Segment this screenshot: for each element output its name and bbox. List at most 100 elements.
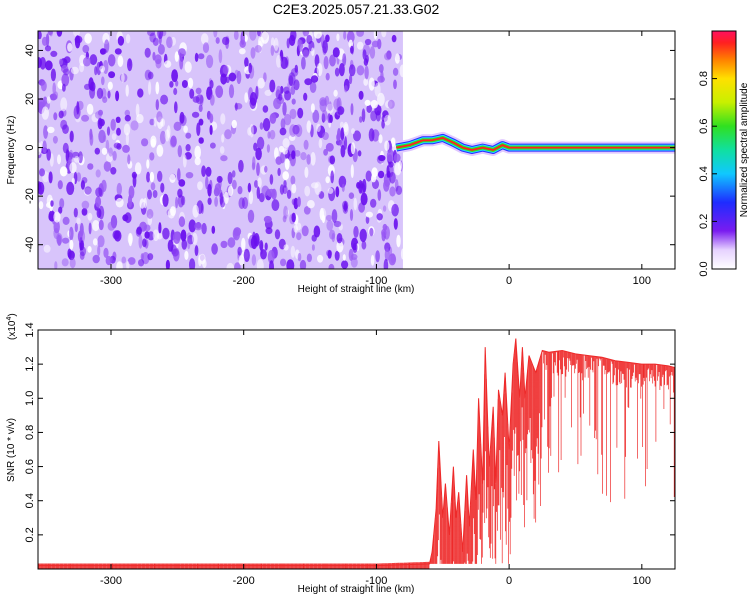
speckle-blob [371, 174, 377, 183]
speckle-blob [360, 192, 368, 206]
speckle-blob [252, 156, 256, 170]
speckle-blob [284, 90, 292, 101]
speckle-blob [389, 172, 396, 184]
spectrogram-x-axis-title: Height of straight line (km) [298, 284, 415, 295]
speckle-blob [384, 248, 390, 261]
speckle-blob [69, 257, 76, 269]
speckle-blob [377, 189, 382, 201]
speckle-blob [169, 81, 174, 88]
speckle-blob [336, 133, 341, 142]
speckle-blob [54, 261, 58, 269]
speckle-blob [393, 79, 397, 90]
speckle-blob [173, 231, 181, 244]
speckle-blob [352, 243, 358, 253]
speckle-blob [383, 179, 390, 192]
speckle-blob [142, 238, 147, 248]
speckle-blob [56, 233, 63, 245]
speckle-blob [233, 227, 242, 237]
speckle-blob [167, 239, 174, 252]
speckle-blob [306, 253, 312, 263]
speckle-blob [343, 31, 347, 40]
speckle-blob [173, 247, 180, 262]
speckle-blob [124, 212, 132, 224]
speckle-blob [303, 92, 308, 101]
colorbar-tick-label: 0.0 [698, 261, 710, 276]
speckle-blob [327, 113, 331, 124]
speckle-blob [69, 149, 74, 161]
speckle-blob [39, 168, 45, 177]
speckle-blob [341, 183, 345, 192]
speckle-blob [339, 139, 346, 148]
speckle-blob [179, 56, 184, 70]
speckle-blob [149, 118, 155, 126]
speckle-blob [48, 171, 53, 184]
speckle-blob [220, 113, 226, 125]
spectrogram-frame [37, 30, 676, 270]
speckle-blob [146, 208, 154, 219]
speckle-blob [46, 96, 51, 104]
speckle-blob [329, 229, 336, 240]
speckle-blob [327, 250, 332, 259]
speckle-blob [150, 182, 156, 191]
speckle-blob [319, 99, 327, 112]
speckle-blob [368, 128, 375, 142]
speckle-blob [194, 52, 199, 63]
speckle-blob [340, 127, 345, 141]
speckle-blob [370, 110, 377, 122]
speckle-blob [350, 45, 354, 54]
speckle-blob [273, 37, 279, 51]
speckle-blob [101, 147, 108, 155]
speckle-blob [383, 258, 389, 269]
speckle-blob [382, 205, 387, 212]
speckle-blob [318, 138, 323, 149]
speckle-blob [76, 101, 80, 115]
speckle-blob [290, 175, 296, 185]
speckle-blob [38, 31, 42, 40]
speckle-blob [306, 34, 313, 45]
speckle-blob [255, 147, 262, 161]
spectrogram-y-ticks: 40 20 0 -20 -40 [24, 44, 675, 253]
x-tick-label: -200 [233, 275, 255, 287]
speckle-blob [228, 84, 235, 99]
speckle-blob [187, 77, 194, 89]
speckle-blob [232, 179, 237, 190]
speckle-blob [155, 58, 162, 69]
speckle-blob [393, 218, 398, 230]
speckle-blob [342, 203, 349, 214]
speckle-blob [234, 102, 238, 111]
speckle-blob [248, 234, 256, 249]
speckle-blob [377, 170, 385, 179]
speckle-blob [253, 142, 258, 151]
speckle-blob [365, 215, 370, 224]
speckle-blob [325, 72, 330, 81]
speckle-blob [125, 132, 129, 146]
speckle-blob [265, 227, 273, 235]
speckle-blob [254, 180, 259, 188]
speckle-blob [284, 158, 290, 171]
speckle-blob [329, 155, 336, 165]
speckle-blob [248, 62, 252, 74]
speckle-blob [43, 244, 51, 253]
speckle-blob [185, 144, 191, 152]
speckle-blob [182, 154, 187, 168]
x-tick-label: -200 [233, 575, 255, 587]
speckle-blob [207, 183, 212, 197]
speckle-blob [310, 75, 319, 83]
speckle-blob [157, 170, 163, 182]
speckle-blob [211, 225, 216, 234]
speckle-blob [250, 47, 256, 59]
speckle-blob [140, 253, 144, 261]
speckle-blob [313, 31, 322, 39]
speckle-blob [201, 222, 207, 235]
speckle-blob [185, 172, 194, 179]
speckle-blob [149, 171, 155, 183]
y-tick-label: 0.4 [24, 493, 36, 508]
speckle-blob [226, 262, 235, 269]
speckle-blob [46, 148, 51, 161]
speckle-blob [311, 182, 319, 189]
speckle-blob [125, 34, 131, 44]
speckle-blob [387, 99, 395, 109]
speckle-blob [72, 31, 81, 37]
speckle-blob [333, 89, 338, 97]
speckle-blob [259, 240, 264, 251]
